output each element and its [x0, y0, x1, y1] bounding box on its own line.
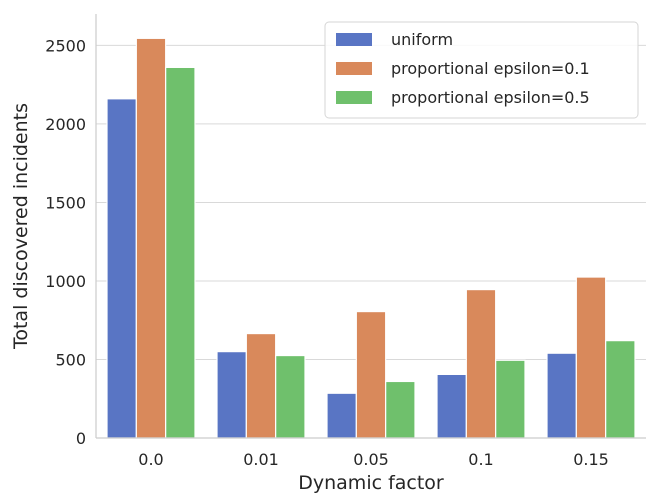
bar: [275, 354, 306, 439]
bar: [385, 380, 416, 439]
legend-swatch: [336, 62, 372, 75]
y-tick-label: 500: [55, 350, 86, 369]
bar: [216, 351, 247, 439]
y-tick-label: 1000: [45, 272, 86, 291]
x-axis-title: Dynamic factor: [298, 472, 444, 494]
bar: [355, 310, 387, 439]
y-tick-label: 0: [76, 429, 86, 448]
bar: [605, 340, 636, 439]
x-tick-labels: 0.0 0.01 0.05 0.1 0.15: [138, 450, 609, 469]
legend-swatch: [336, 33, 372, 46]
y-tick-label: 2000: [45, 115, 86, 134]
legend-frame: [324, 21, 639, 119]
x-tick-label: 0.1: [468, 450, 493, 469]
bar: [135, 37, 167, 439]
y-tick-label: 2500: [45, 36, 86, 55]
x-tick-label: 0.0: [138, 450, 163, 469]
bar: [436, 373, 467, 439]
bar: [546, 352, 577, 439]
legend-label: uniform: [391, 30, 453, 49]
bar: [465, 289, 497, 439]
bar: [495, 359, 526, 439]
bar: [245, 332, 277, 439]
x-tick-label: 0.15: [573, 450, 609, 469]
axes: [95, 14, 646, 439]
y-tick-label: 1500: [45, 193, 86, 212]
bar: [575, 276, 607, 439]
legend-label: proportional epsilon=0.1: [391, 59, 590, 78]
bar: [326, 392, 357, 439]
legend-swatch: [336, 91, 372, 104]
bar: [165, 66, 196, 439]
bars: [106, 37, 636, 439]
bar: [106, 98, 137, 439]
legend-label: proportional epsilon=0.5: [391, 88, 590, 107]
x-tick-label: 0.01: [243, 450, 279, 469]
y-axis-title: Total discovered incidents: [10, 103, 32, 350]
legend: uniform proportional epsilon=0.1 proportio…: [324, 21, 639, 119]
y-tick-labels: 0 500 1000 1500 2000 2500: [45, 36, 86, 448]
x-tick-label: 0.05: [353, 450, 389, 469]
